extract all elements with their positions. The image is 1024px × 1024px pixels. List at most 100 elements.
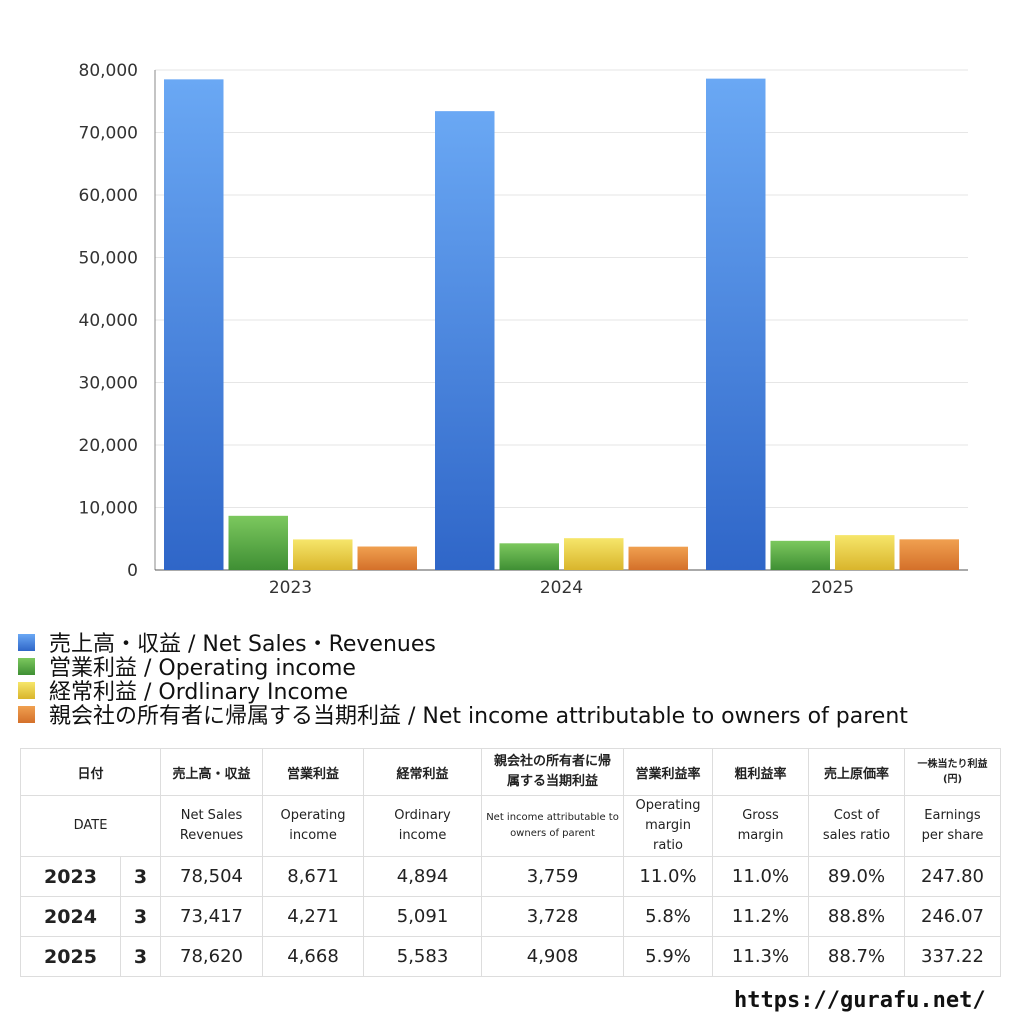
legend-item-net-income: 親会社の所有者に帰属する当期利益 / Net income attributab… [18,702,908,729]
header-ordinary-en-text: Ordinary income [394,808,451,843]
header-gm-en: Gross margin [712,795,810,857]
cell-ordinary: 4,894 [363,856,483,897]
grid-lines [154,69,968,571]
y-tick-label: 70,000 [79,124,138,144]
cell-opm: 11.0% [623,856,714,897]
cell-cos: 88.7% [808,936,906,977]
header-sales-en: Net Sales Revenues [160,795,264,857]
x-tick-label: 2024 [540,578,583,598]
header-sales-jp: 売上高・収益 [160,748,264,796]
legend-swatch-net-sales [18,633,35,651]
header-gm-jp: 粗利益率 [712,748,810,796]
cell-operating: 8,671 [262,856,365,897]
legend: 売上高・収益 / Net Sales・Revenues 営業利益 / Opera… [18,630,908,729]
bar-ordinary-income-2025 [835,535,895,570]
cell-cos: 89.0% [808,856,906,897]
cell-operating: 4,668 [262,936,365,977]
bar-chart: 0 10,000 20,000 30,000 40,000 50,000 60,000 70,… [79,61,968,598]
bar-operating-income-2023 [228,515,288,570]
header-eps-en: Earnings per share [904,795,1002,857]
x-axis-ticks: 2023 2024 2025 [269,578,854,598]
bar-net-income-2023 [357,546,417,570]
header-ordinary-en: Ordinary income [363,795,483,857]
cell-cos: 88.8% [808,896,906,937]
header-net-income-jp-text: 親会社の所有者に帰属する当期利益 [494,754,612,789]
header-opm-en-text: Operating margin ratio [635,798,701,853]
table-header-en-row: DATE Net Sales Revenues Operating income… [19,795,1002,857]
cell-gm: 11.0% [712,856,810,897]
legend-item-net-sales: 売上高・収益 / Net Sales・Revenues [18,630,908,657]
legend-swatch-net-income [18,705,35,723]
cell-eps: 337.22 [904,936,1002,977]
header-opm-jp: 営業利益率 [623,748,714,796]
y-tick-label: 0 [127,561,138,581]
cell-sales: 78,620 [160,936,264,977]
legend-item-ordinary-income: 経常利益 / Ordlinary Income [18,678,908,705]
x-tick-label: 2023 [269,578,312,598]
cell-gm: 11.2% [712,896,810,937]
y-tick-label: 30,000 [79,374,138,394]
header-opm-en: Operating margin ratio [623,795,714,857]
bar-net-income-2025 [899,539,959,570]
financial-table: 日付 売上高・収益 営業利益 経常利益 親会社の所有者に帰属する当期利益 営業利… [19,748,1002,977]
cell-gm: 11.3% [712,936,810,977]
y-axis-ticks: 0 10,000 20,000 30,000 40,000 50,000 60,000 70,… [79,61,138,581]
cell-operating: 4,271 [262,896,365,937]
header-gm-en-text: Gross margin [737,808,784,843]
bar-net-income-2024 [628,546,688,570]
table-row: 2025 3 78,620 4,668 5,583 4,908 5.9% 11.… [20,936,1002,977]
legend-label-net-income: 親会社の所有者に帰属する当期利益 / Net income attributab… [49,704,908,729]
table-row: 2023 3 78,504 8,671 4,894 3,759 11.0% 11… [20,856,1002,897]
y-tick-label: 40,000 [79,311,138,331]
bar-ordinary-income-2024 [564,538,624,570]
y-tick-label: 80,000 [79,61,138,81]
header-operating-en: Operating income [262,795,365,857]
legend-item-operating-income: 営業利益 / Operating income [18,654,908,681]
bar-operating-income-2024 [499,543,559,570]
header-cos-jp: 売上原価率 [808,748,906,796]
header-cos-en-text: Cost of sales ratio [822,808,891,843]
cell-month: 3 [119,856,162,897]
cell-ordinary: 5,091 [363,896,483,937]
y-tick-label: 50,000 [79,249,138,269]
header-cos-en: Cost of sales ratio [808,795,906,857]
cell-month: 3 [119,896,162,937]
bar-operating-income-2025 [770,540,830,570]
cell-opm: 5.9% [623,936,714,977]
cell-sales: 78,504 [160,856,264,897]
cell-month: 3 [119,936,162,977]
header-net-income-en: Net income attributable to owners of par… [481,795,625,857]
header-operating-en-text: Operating income [280,808,346,843]
bar-net-sales-2023 [164,79,224,570]
header-eps-jp-text: 一株当たり利益(円) [917,759,988,785]
cell-net-income: 3,759 [481,856,625,897]
header-net-income-jp: 親会社の所有者に帰属する当期利益 [481,748,625,796]
cell-eps: 246.07 [904,896,1002,937]
legend-swatch-operating-income [18,657,35,675]
header-operating-jp: 営業利益 [262,748,365,796]
source-url[interactable]: https://gurafu.net/ [734,988,986,1013]
y-tick-label: 10,000 [79,499,138,519]
cell-net-income: 4,908 [481,936,625,977]
cell-net-income: 3,728 [481,896,625,937]
header-eps-en-text: Earnings per share [921,808,984,843]
table-row: 2024 3 73,417 4,271 5,091 3,728 5.8% 11.… [20,896,1002,937]
header-date-jp: 日付 [19,748,162,796]
header-date-en: DATE [19,795,162,857]
header-ordinary-jp: 経常利益 [363,748,483,796]
cell-ordinary: 5,583 [363,936,483,977]
bar-net-sales-2024 [435,111,495,571]
legend-label-operating-income: 営業利益 / Operating income [49,656,356,681]
header-net-income-en-text: Net income attributable to owners of par… [486,812,619,839]
bar-ordinary-income-2023 [293,539,353,570]
x-tick-label: 2025 [811,578,854,598]
y-tick-label: 20,000 [79,436,138,456]
cell-year: 2023 [20,856,121,897]
bar-net-sales-2025 [706,78,766,570]
cell-eps: 247.80 [904,856,1002,897]
bars [164,78,959,571]
legend-label-ordinary-income: 経常利益 / Ordlinary Income [49,680,348,705]
header-eps-jp: 一株当たり利益(円) [904,748,1002,796]
cell-sales: 73,417 [160,896,264,937]
legend-swatch-ordinary-income [18,681,35,699]
